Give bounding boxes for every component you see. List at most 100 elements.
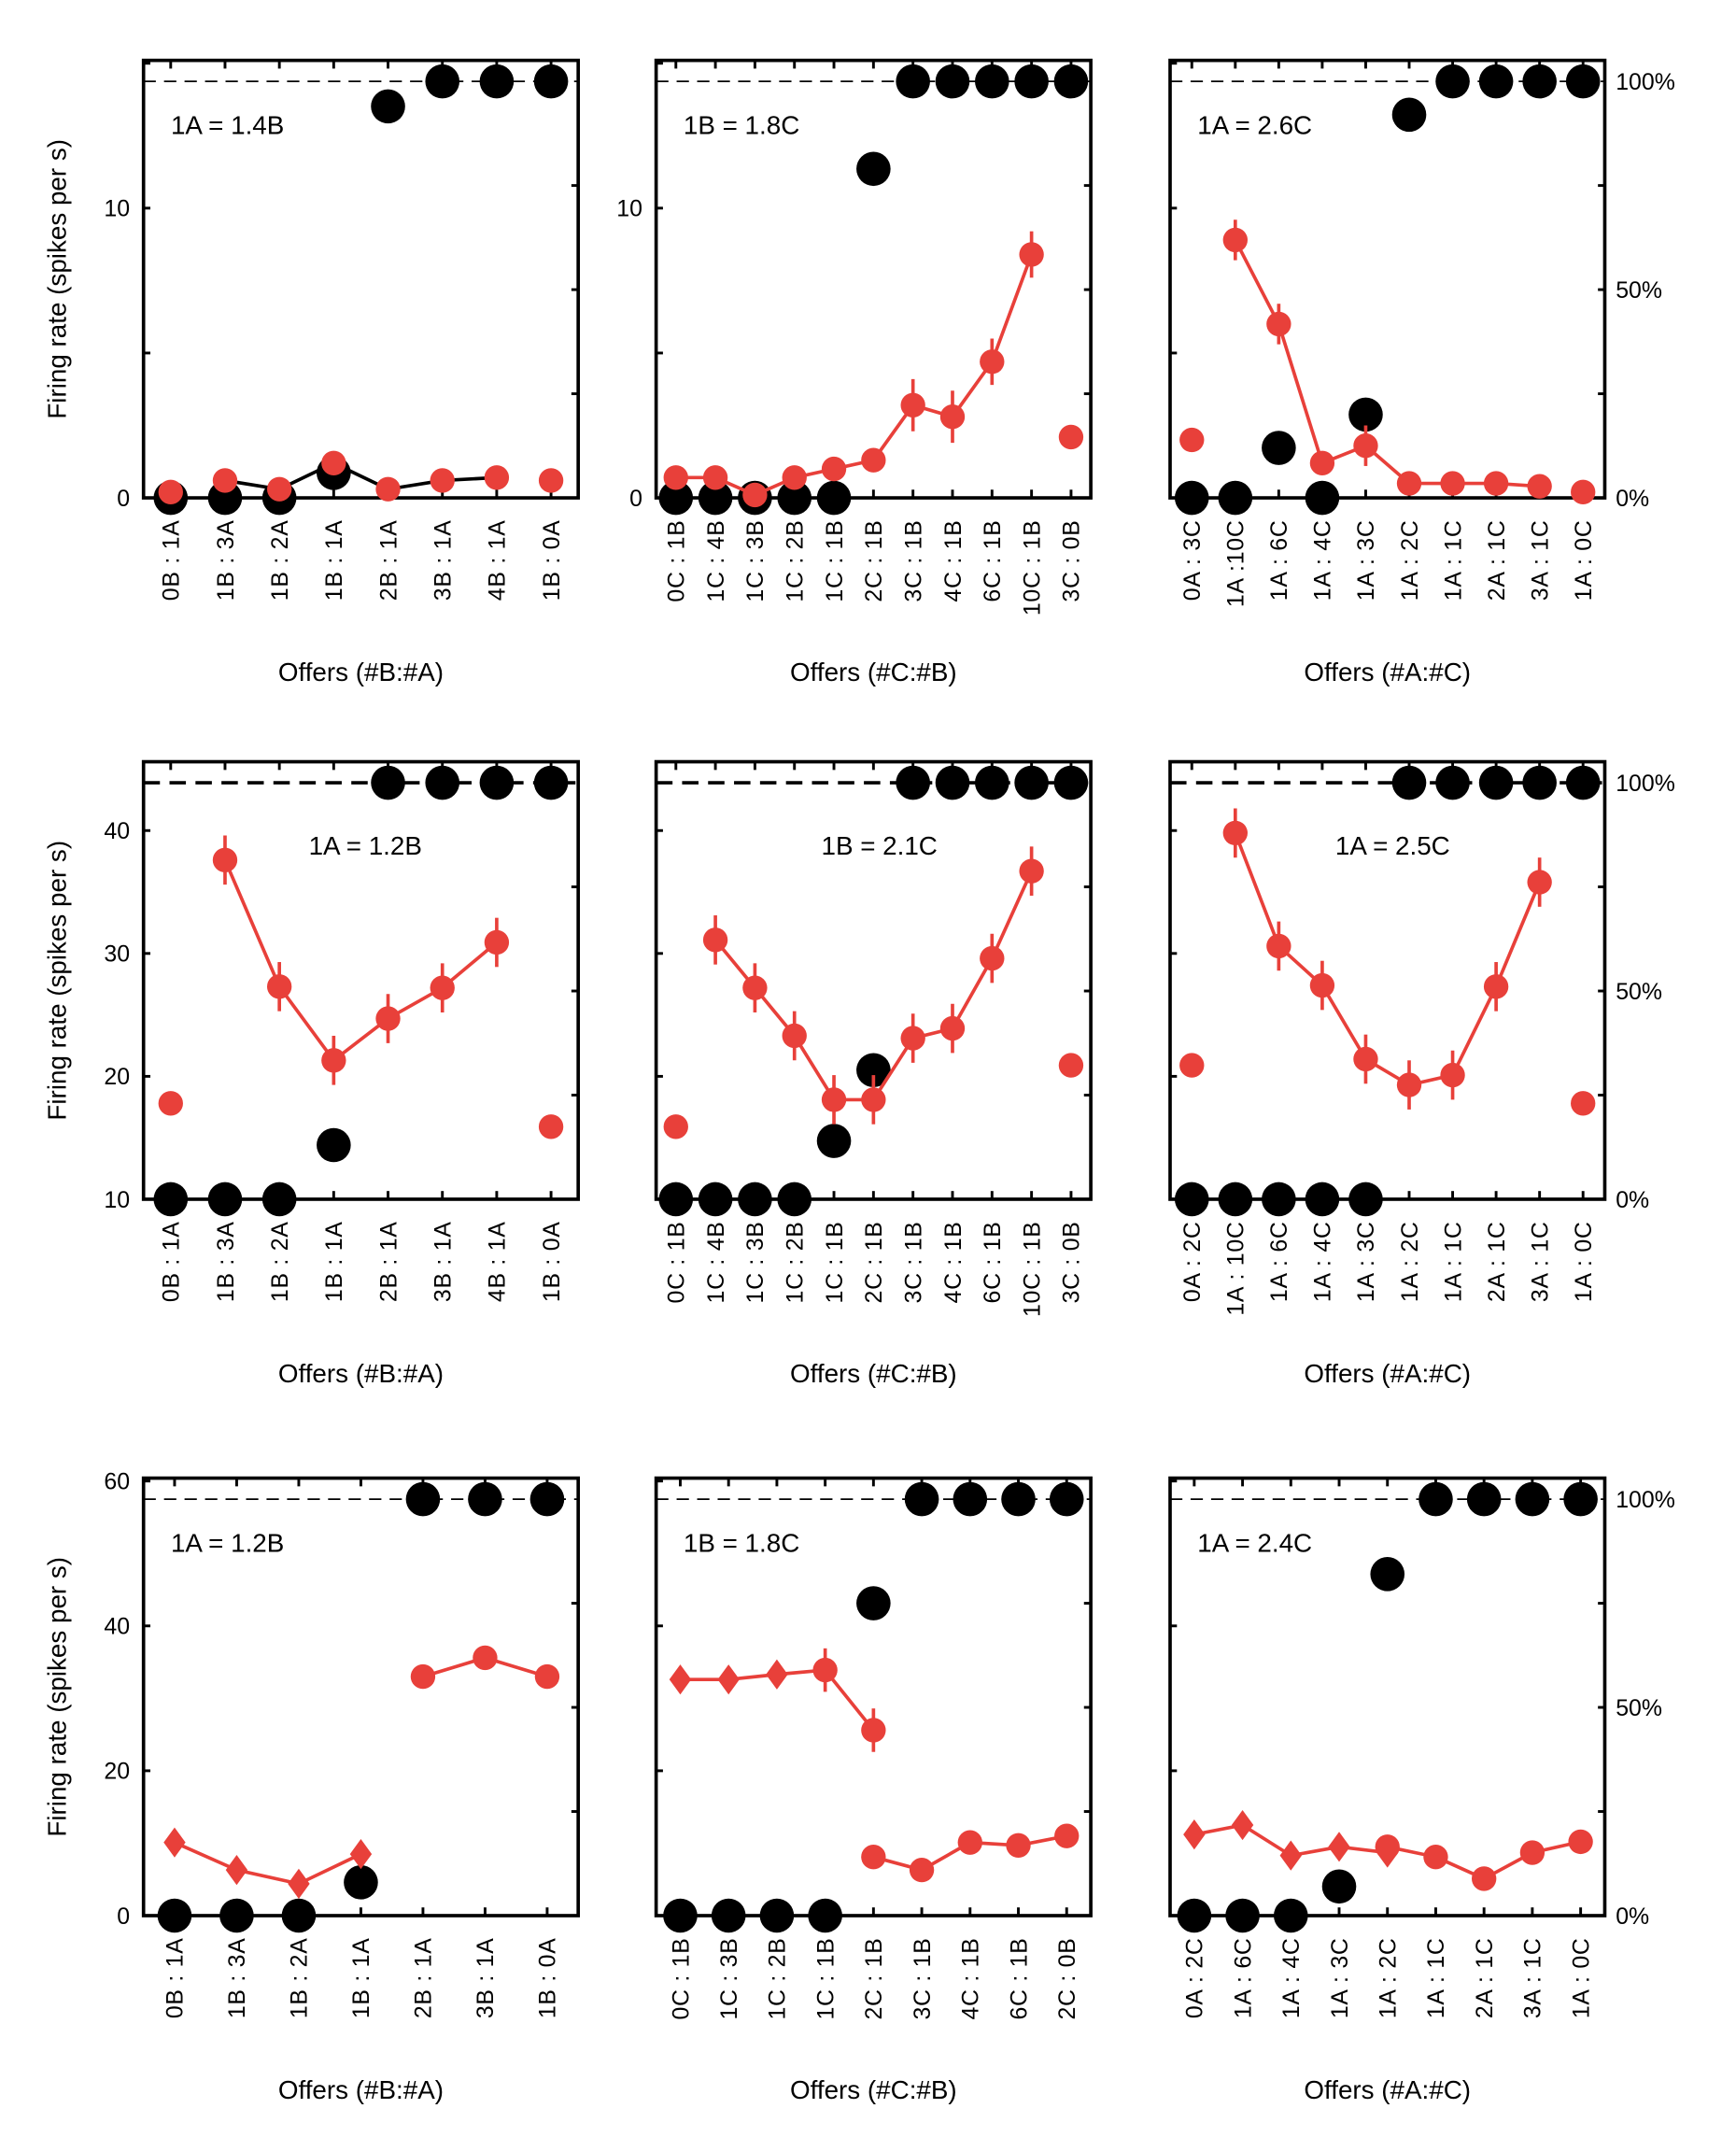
choice-pct-point (896, 64, 930, 99)
firing-rate-point (900, 1026, 925, 1051)
firing-rate-point (212, 468, 238, 493)
choice-pct-point (529, 1481, 565, 1517)
x-axis-title: Offers (#A:#C) (1304, 1359, 1471, 1388)
firing-rate-point (1483, 471, 1509, 496)
firing-rate-point (939, 1015, 966, 1041)
firing-rate-point (861, 1087, 886, 1112)
x-axis-title: Offers (#C:#B) (790, 2075, 957, 2104)
firing-rate-point (1058, 424, 1084, 450)
y-axis-title: Firing rate (spikes per s) (42, 139, 71, 419)
x-axis-title: Offers (#B:#A) (278, 2075, 444, 2104)
choice-pct-point (1348, 397, 1383, 432)
y-tick-label: 10 (104, 1187, 130, 1213)
x-tick-label: 2C : 1B (861, 519, 887, 601)
value-ratio-label: 1B = 2.1C (821, 831, 937, 860)
firing-rate-point (782, 465, 807, 490)
firing-rate-point (484, 929, 510, 955)
choice-pct-point (711, 1898, 746, 1933)
firing-rate-point (1019, 858, 1044, 884)
x-tick-label: 1C : 1B (822, 519, 848, 601)
choice-pct-point (425, 765, 460, 800)
firing-rate-point (266, 974, 292, 999)
x-tick-label: 1C : 4B (703, 1221, 729, 1303)
firing-rate-point (1309, 972, 1335, 998)
x-tick-label: 1A : 10C (1223, 1221, 1249, 1315)
firing-rate-point (158, 479, 183, 505)
x-tick-label: 2C : 1B (861, 1221, 887, 1303)
x-tick-label: 1A : 1C (1440, 1221, 1466, 1302)
value-ratio-label: 1A = 1.2B (309, 831, 422, 860)
x-tick-label: 1B : 3A (213, 1221, 239, 1302)
choice-pct-point (904, 1481, 939, 1517)
choice-pct-point (1348, 1182, 1383, 1217)
choice-pct-point (1391, 97, 1427, 133)
choice-pct-point (975, 765, 1009, 800)
x-tick-label: 1A : 3C (1353, 1221, 1379, 1302)
x-axis-title: Offers (#A:#C) (1304, 2075, 1471, 2104)
value-ratio-label: 1B = 1.8C (684, 111, 799, 140)
choice-pct-point (1565, 64, 1601, 99)
x-tick-label: 1A : 4C (1278, 1937, 1305, 2018)
choice-pct-point (468, 1481, 502, 1517)
right-tick-label: 50% (1616, 277, 1662, 304)
firing-rate-point (1266, 933, 1291, 959)
right-tick-label: 100% (1616, 69, 1675, 95)
choice-pct-point (1563, 1481, 1598, 1517)
x-tick-label: 3A : 1C (1527, 519, 1553, 601)
firing-rate-point (1440, 1062, 1465, 1088)
choice-pct-point (808, 1898, 842, 1933)
choice-pct-point (281, 1898, 317, 1933)
series-line-circles-a (824, 1668, 875, 1732)
y-tick-label: 20 (104, 1064, 130, 1090)
choice-pct-point (663, 1898, 698, 1933)
x-axis-title: Offers (#A:#C) (1304, 658, 1471, 686)
firing-rate-point (1396, 1072, 1422, 1097)
x-tick-label: 0B : 1A (162, 1937, 189, 2018)
choice-pct-point (533, 765, 569, 800)
firing-rate-point (534, 1663, 560, 1690)
firing-rate-point (957, 1830, 982, 1855)
x-tick-label: 3A : 1C (1527, 1221, 1553, 1302)
choice-pct-point (157, 1898, 192, 1933)
x-tick-label: 1C : 1B (822, 1221, 848, 1303)
firing-rate-point (158, 1091, 183, 1116)
firing-rate-diamond (717, 1664, 740, 1695)
value-ratio-label: 1A = 1.2B (171, 1529, 284, 1558)
panel-7: 0B : 1A 1B : 3A 1B : 2A 1B : 1A 2B : 1A 3B : … (42, 1468, 581, 2104)
x-tick-label: 3C : 1B (910, 1937, 936, 2019)
firing-rate-point (1222, 820, 1248, 846)
firing-rate-point (980, 349, 1005, 375)
firing-rate-point (321, 1048, 346, 1073)
x-tick-label: 1C : 3B (742, 519, 769, 601)
value-ratio-label: 1B = 1.8C (684, 1529, 799, 1558)
x-tick-label: 2A : 1C (1484, 1221, 1510, 1302)
x-tick-label: 1B : 3A (213, 519, 239, 601)
series-line-main (1234, 832, 1542, 1087)
choice-pct-point (371, 765, 405, 800)
choice-pct-point (975, 64, 1009, 99)
x-tick-label: 3A : 1C (1520, 1937, 1546, 2018)
y-tick-label: 20 (104, 1759, 130, 1785)
right-tick-label: 100% (1616, 1487, 1675, 1513)
choice-pct-point (816, 480, 852, 516)
firing-rate-point (1519, 1840, 1545, 1865)
firing-rate-point (861, 447, 886, 473)
panel-9: 0A : 2C 1A : 6C 1A : 4C 1A : 3C 1A : 2C 1A : … (1168, 1476, 1675, 2104)
choice-pct-point (1391, 765, 1427, 800)
firing-rate-point (1568, 1829, 1593, 1855)
x-tick-label: 1A :10C (1223, 519, 1249, 607)
choice-pct-point (1177, 1898, 1212, 1933)
right-tick-label: 0% (1616, 1903, 1649, 1930)
x-tick-label: 2C : 0B (1054, 1937, 1080, 2019)
y-tick-label: 0 (117, 486, 130, 512)
x-tick-label: 1A : 1C (1440, 519, 1466, 601)
right-tick-label: 0% (1616, 1187, 1649, 1213)
choice-pct-point (856, 1586, 891, 1620)
choice-pct-point (1014, 765, 1049, 800)
x-tick-label: 0A : 3C (1179, 519, 1206, 601)
y-tick-label: 30 (104, 941, 130, 968)
x-axis-title: Offers (#B:#A) (278, 1359, 444, 1388)
choice-pct-point (219, 1898, 254, 1933)
choice-pct-point (207, 1182, 243, 1217)
firing-rate-diamond (1231, 1809, 1254, 1841)
